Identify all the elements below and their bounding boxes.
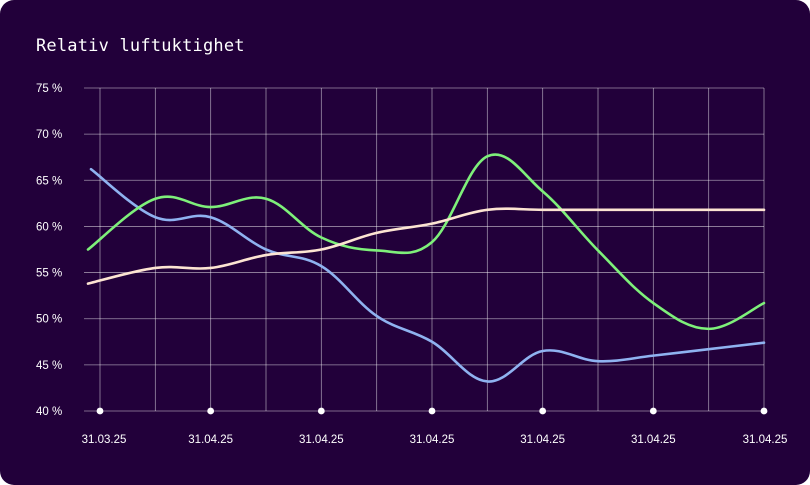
y-tick-label: 75 % xyxy=(36,83,62,95)
chart-title: Relativ luftuktighet xyxy=(36,36,245,56)
x-tick-label: 31.04.25 xyxy=(188,434,233,446)
x-tick-label: 31.04.25 xyxy=(631,434,676,446)
y-tick-label: 45 % xyxy=(36,360,62,372)
series-line-1 xyxy=(89,167,766,383)
y-tick-label: 55 % xyxy=(36,268,62,280)
x-tick-marker xyxy=(428,407,436,415)
y-tick-label: 70 % xyxy=(36,129,62,141)
y-tick-label: 40 % xyxy=(36,406,62,418)
series-line-3 xyxy=(86,207,766,285)
y-tick-label: 60 % xyxy=(36,221,62,233)
x-tick-label: 31.04.25 xyxy=(520,434,565,446)
x-tick-label: 31.04.25 xyxy=(299,434,344,446)
y-tick-label: 50 % xyxy=(36,314,62,326)
x-tick-marker xyxy=(317,407,325,415)
series-line-2 xyxy=(86,153,766,331)
x-tick-marker xyxy=(96,407,104,415)
x-tick-label: 31.04.25 xyxy=(743,434,788,446)
x-tick-marker xyxy=(760,407,768,415)
y-tick-label: 65 % xyxy=(36,175,62,187)
x-tick-marker xyxy=(207,407,215,415)
x-tick-marker xyxy=(649,407,657,415)
x-tick-marker xyxy=(539,407,547,415)
x-tick-label: 31.04.25 xyxy=(410,434,455,446)
x-tick-label: 31.03.25 xyxy=(82,434,127,446)
